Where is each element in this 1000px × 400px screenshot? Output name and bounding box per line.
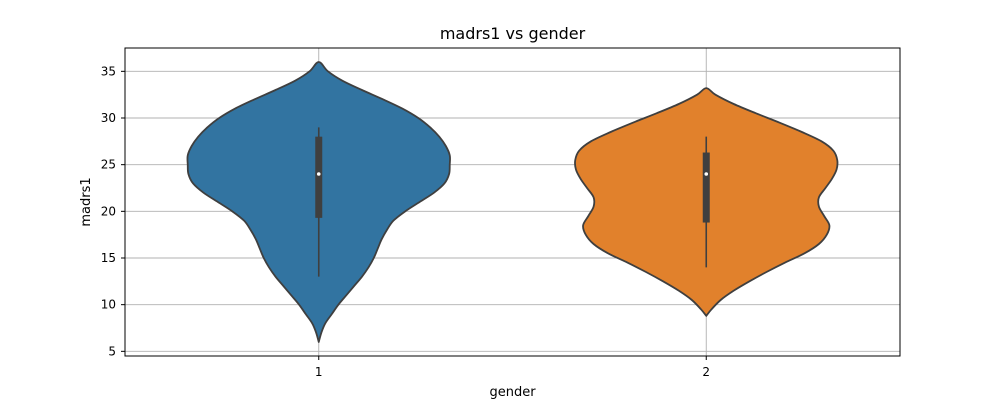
plot-frame <box>124 47 901 357</box>
y-tick-label: 10 <box>101 298 116 312</box>
chart-title: madrs1 vs gender <box>440 24 586 43</box>
y-axis-label: madrs1 <box>79 177 94 226</box>
x-tick-label: 1 <box>315 365 323 379</box>
y-tick-label: 5 <box>108 344 116 358</box>
violin-median-1 <box>316 172 321 176</box>
y-tick-label: 15 <box>101 251 116 265</box>
violins <box>186 61 839 343</box>
axes: 5 10 15 20 25 30 35 1 2 <box>101 64 710 379</box>
x-tick-label: 2 <box>702 365 710 379</box>
x-axis-label: gender <box>489 385 536 400</box>
y-tick-label: 30 <box>101 111 116 125</box>
y-tick-label: 20 <box>101 204 116 218</box>
y-tick-label: 35 <box>101 64 116 78</box>
violin-median-2 <box>704 172 709 176</box>
violin-iqr-box-2 <box>702 152 710 223</box>
y-tick-label: 25 <box>101 158 116 172</box>
violin-iqr-box-1 <box>315 136 323 218</box>
